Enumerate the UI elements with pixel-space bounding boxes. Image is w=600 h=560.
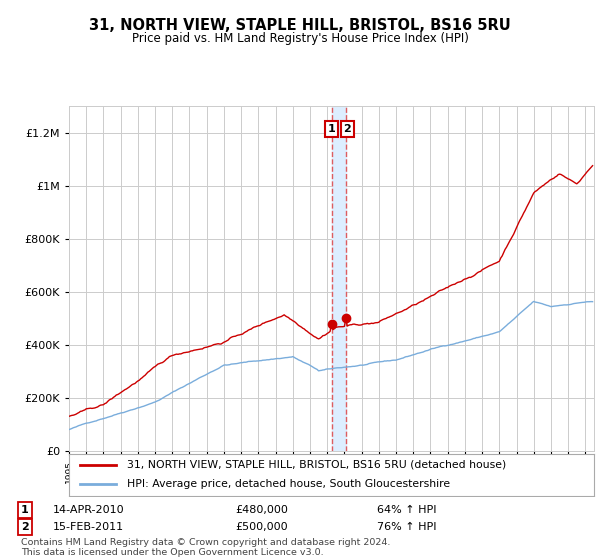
Text: £480,000: £480,000 [235, 505, 289, 515]
Text: Price paid vs. HM Land Registry's House Price Index (HPI): Price paid vs. HM Land Registry's House … [131, 32, 469, 45]
Text: 76% ↑ HPI: 76% ↑ HPI [377, 522, 436, 533]
Text: £500,000: £500,000 [235, 522, 288, 533]
Text: 64% ↑ HPI: 64% ↑ HPI [377, 505, 436, 515]
Text: 31, NORTH VIEW, STAPLE HILL, BRISTOL, BS16 5RU (detached house): 31, NORTH VIEW, STAPLE HILL, BRISTOL, BS… [127, 460, 506, 470]
Text: 2: 2 [343, 124, 351, 134]
Text: 2: 2 [21, 522, 29, 533]
Text: 31, NORTH VIEW, STAPLE HILL, BRISTOL, BS16 5RU: 31, NORTH VIEW, STAPLE HILL, BRISTOL, BS… [89, 18, 511, 33]
Text: 14-APR-2010: 14-APR-2010 [53, 505, 125, 515]
Text: 15-FEB-2011: 15-FEB-2011 [53, 522, 124, 533]
Bar [332, 106, 346, 451]
Text: 1: 1 [21, 505, 29, 515]
Text: HPI: Average price, detached house, South Gloucestershire: HPI: Average price, detached house, Sout… [127, 479, 450, 489]
Text: Contains HM Land Registry data © Crown copyright and database right 2024.
This d: Contains HM Land Registry data © Crown c… [21, 538, 390, 557]
Text: 1: 1 [328, 124, 335, 134]
